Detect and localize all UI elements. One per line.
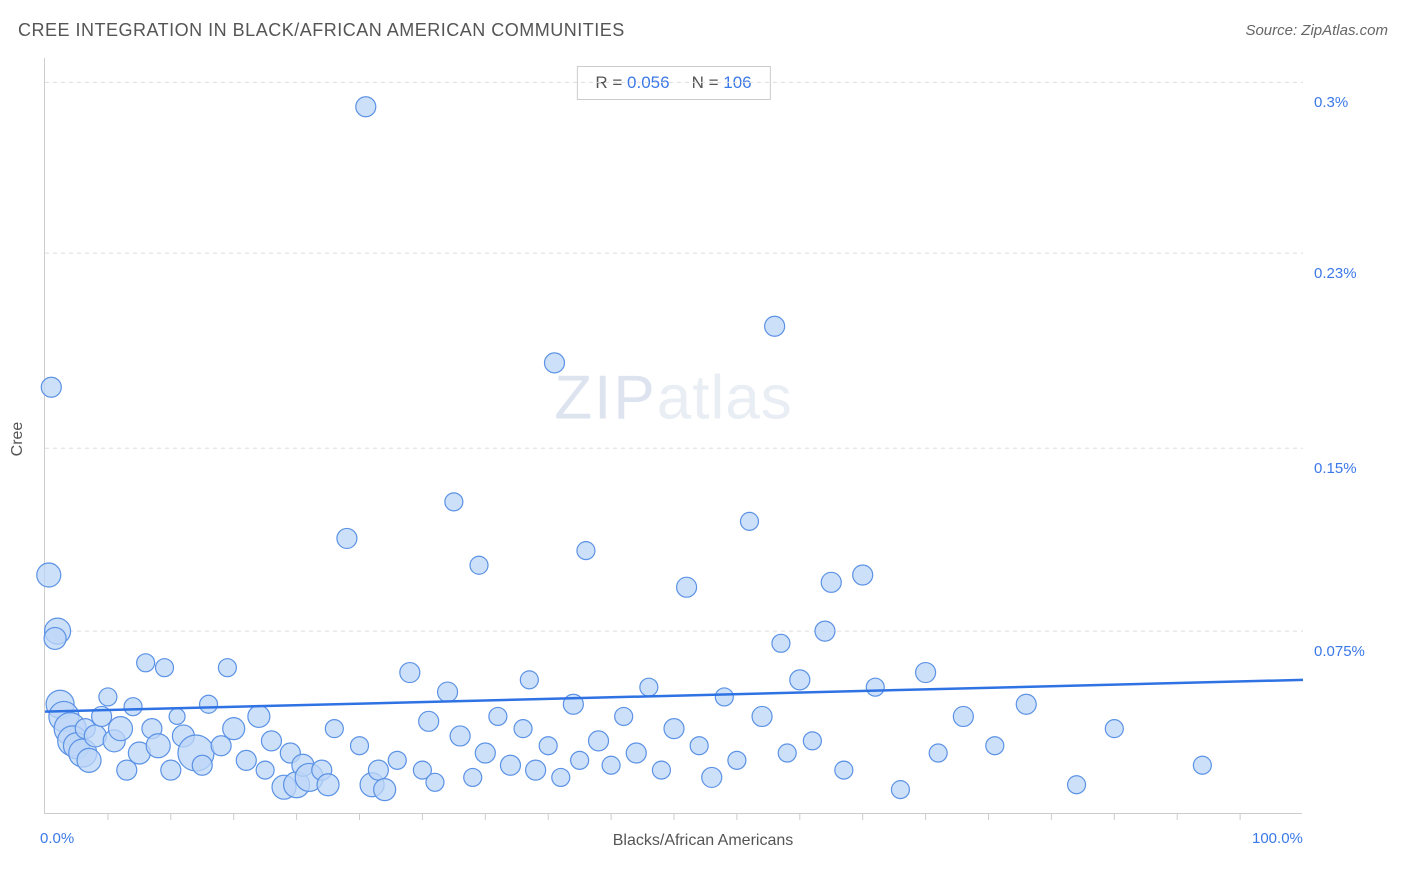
scatter-point[interactable] [866,678,884,696]
chart-title: CREE INTEGRATION IN BLACK/AFRICAN AMERIC… [18,20,625,41]
scatter-point[interactable] [500,755,520,775]
scatter-point[interactable] [325,720,343,738]
y-tick-label: 0.075% [1314,643,1365,660]
x-axis-label: Blacks/African Americans [613,832,794,850]
chart-container: CREE INTEGRATION IN BLACK/AFRICAN AMERIC… [0,0,1406,892]
scatter-point[interactable] [1016,694,1036,714]
scatter-point[interactable] [356,97,376,117]
scatter-point[interactable] [317,774,339,796]
scatter-point[interactable] [368,760,388,780]
scatter-point[interactable] [108,717,132,741]
regression-line [45,680,1303,712]
scatter-point[interactable] [803,732,821,750]
scatter-point[interactable] [218,659,236,677]
y-tick-label: 0.23% [1314,265,1357,282]
scatter-point[interactable] [400,663,420,683]
scatter-point[interactable] [44,627,66,649]
chart-source: Source: ZipAtlas.com [1245,22,1388,39]
scatter-point[interactable] [772,634,790,652]
scatter-point[interactable] [752,706,772,726]
scatter-point[interactable] [388,751,406,769]
scatter-point[interactable] [192,755,212,775]
scatter-point[interactable] [445,493,463,511]
scatter-point[interactable] [1193,756,1211,774]
scatter-point[interactable] [544,353,564,373]
scatter-point[interactable] [438,682,458,702]
scatter-point[interactable] [1068,776,1086,794]
scatter-point[interactable] [652,761,670,779]
scatter-point[interactable] [489,707,507,725]
scatter-point[interactable] [835,761,853,779]
scatter-point[interactable] [261,731,281,751]
scatter-point[interactable] [552,768,570,786]
scatter-point[interactable] [41,377,61,397]
scatter-point[interactable] [464,768,482,786]
scatter-point[interactable] [248,705,270,727]
scatter-point[interactable] [124,698,142,716]
scatter-point[interactable] [475,743,495,763]
scatter-point[interactable] [351,737,369,755]
scatter-point[interactable] [853,565,873,585]
scatter-point[interactable] [815,621,835,641]
scatter-point[interactable] [1105,720,1123,738]
scatter-point[interactable] [916,663,936,683]
scatter-point[interactable] [986,737,1004,755]
scatter-point[interactable] [514,720,532,738]
scatter-point[interactable] [419,711,439,731]
y-axis-label: Cree [9,419,27,459]
scatter-point[interactable] [715,688,733,706]
scatter-point[interactable] [156,659,174,677]
scatter-point[interactable] [690,737,708,755]
scatter-point[interactable] [778,744,796,762]
scatter-point[interactable] [526,760,546,780]
scatter-point[interactable] [571,751,589,769]
plot-area: ZIPatlas R = 0.056 N = 106 [44,58,1302,814]
scatter-point[interactable] [77,748,101,772]
scatter-point[interactable] [602,756,620,774]
scatter-point[interactable] [740,512,758,530]
scatter-point[interactable] [664,719,684,739]
scatter-point[interactable] [790,670,810,690]
scatter-point[interactable] [702,767,722,787]
scatter-point[interactable] [640,678,658,696]
scatter-point[interactable] [470,556,488,574]
scatter-point[interactable] [450,726,470,746]
y-tick-label: 0.15% [1314,460,1357,477]
scatter-point[interactable] [821,572,841,592]
scatter-point[interactable] [37,563,61,587]
scatter-point[interactable] [520,671,538,689]
chart-header: CREE INTEGRATION IN BLACK/AFRICAN AMERIC… [18,20,1388,41]
chart-svg [45,58,1302,813]
scatter-point[interactable] [137,654,155,672]
scatter-point[interactable] [589,731,609,751]
y-tick-label: 0.3% [1314,94,1348,111]
scatter-point[interactable] [728,751,746,769]
scatter-point[interactable] [891,781,909,799]
scatter-point[interactable] [337,528,357,548]
scatter-point[interactable] [161,760,181,780]
scatter-point[interactable] [577,542,595,560]
scatter-point[interactable] [169,708,185,724]
scatter-point[interactable] [374,779,396,801]
scatter-point[interactable] [615,707,633,725]
scatter-point[interactable] [146,734,170,758]
scatter-point[interactable] [677,577,697,597]
scatter-point[interactable] [200,695,218,713]
scatter-point[interactable] [929,744,947,762]
scatter-point[interactable] [236,750,256,770]
x-tick-label-right: 100.0% [1252,830,1303,847]
scatter-point[interactable] [539,737,557,755]
scatter-point[interactable] [765,316,785,336]
scatter-point[interactable] [626,743,646,763]
scatter-point[interactable] [426,773,444,791]
x-tick-label-left: 0.0% [40,830,74,847]
scatter-point[interactable] [256,761,274,779]
scatter-point[interactable] [953,706,973,726]
scatter-point[interactable] [223,718,245,740]
scatter-point[interactable] [99,688,117,706]
